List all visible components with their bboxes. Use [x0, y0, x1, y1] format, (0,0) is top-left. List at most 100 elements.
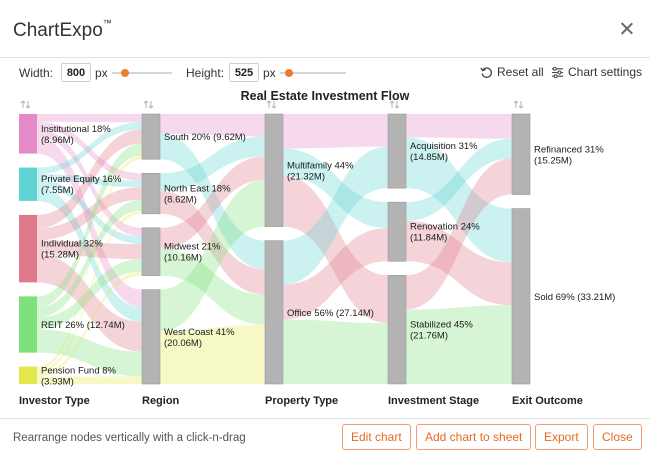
flow-link-individual-westcoast[interactable]	[37, 254, 142, 352]
flow-link-midwest-office[interactable]	[160, 248, 265, 325]
column-label-2: Property Type	[265, 395, 338, 407]
width-slider-handle[interactable]	[121, 69, 129, 77]
node-label-individual: Individual 32%	[41, 239, 103, 250]
size-controls: Width: px Height: px Reset all Chart set…	[0, 60, 650, 86]
node-multifamily[interactable]	[264, 113, 284, 227]
flow-link-reit-northeast[interactable]	[37, 199, 142, 318]
flow-link-institutional-westcoast[interactable]	[37, 137, 142, 308]
node-northeast[interactable]	[141, 172, 161, 215]
node-stabilized[interactable]	[387, 274, 407, 385]
dialog-footer: Rearrange nodes vertically with a click-…	[0, 418, 650, 475]
flow-link-office-renovation[interactable]	[283, 228, 388, 320]
node-private[interactable]	[19, 167, 37, 201]
node-label-institutional: Institutional 18%	[41, 124, 111, 135]
height-slider[interactable]	[280, 69, 346, 77]
height-slider-handle[interactable]	[285, 69, 293, 77]
node-label-stabilized: Stabilized 45%	[410, 320, 473, 331]
flow-link-multifamily-stabilized[interactable]	[283, 176, 388, 324]
flow-link-private-south[interactable]	[37, 122, 142, 175]
flow-link-institutional-south[interactable]	[37, 114, 142, 123]
flow-link-acquisition-sold[interactable]	[406, 137, 512, 263]
node-label-westcoast: (20.06M)	[164, 338, 202, 349]
flow-link-pension-midwest[interactable]	[37, 271, 142, 377]
flow-link-northeast-office[interactable]	[160, 191, 265, 295]
node-sold[interactable]	[511, 208, 531, 385]
flow-link-reit-south[interactable]	[37, 143, 142, 308]
node-label-westcoast: West Coast 41%	[164, 327, 235, 338]
node-label-south: South 20% (9.62M)	[164, 132, 246, 143]
sort-icon-3[interactable]	[389, 100, 400, 109]
node-label-renovation: Renovation 24%	[410, 222, 480, 233]
flow-link-south-office[interactable]	[160, 133, 265, 270]
reset-all-button[interactable]: Reset all	[480, 65, 544, 79]
node-label-reit: REIT 26% (12.74M)	[41, 320, 125, 331]
column-label-1: Region	[142, 395, 180, 407]
node-south[interactable]	[141, 113, 161, 160]
chart-settings-button[interactable]: Chart settings	[551, 65, 642, 79]
flow-link-individual-south[interactable]	[37, 129, 142, 229]
flow-link-private-midwest[interactable]	[37, 180, 142, 245]
node-midwest[interactable]	[141, 227, 161, 276]
flow-link-south-multifamily[interactable]	[160, 114, 265, 137]
node-individual[interactable]	[19, 214, 37, 283]
node-renovation[interactable]	[387, 201, 407, 262]
node-label-sold: Sold 69% (33.21M)	[534, 292, 615, 303]
flow-link-pension-south[interactable]	[37, 155, 142, 371]
node-westcoast[interactable]	[141, 289, 161, 385]
flow-link-midwest-multifamily[interactable]	[160, 156, 265, 249]
flow-link-office-acquisition[interactable]	[283, 146, 388, 285]
node-institutional[interactable]	[19, 114, 37, 154]
node-label-acquisition: Acquisition 31%	[410, 141, 478, 152]
flow-link-institutional-northeast[interactable]	[37, 121, 142, 181]
width-slider[interactable]	[112, 69, 172, 77]
node-reit[interactable]	[19, 296, 37, 353]
node-label-pension: Pension Fund 8%	[41, 365, 117, 376]
flow-link-multifamily-renovation[interactable]	[283, 148, 388, 229]
sort-icon-2[interactable]	[266, 100, 277, 109]
flow-link-stabilized-sold[interactable]	[406, 305, 512, 384]
flow-link-acquisition-refinanced[interactable]	[406, 114, 512, 139]
flow-link-reit-westcoast[interactable]	[37, 329, 142, 377]
node-label-acquisition: (14.85M)	[410, 152, 448, 163]
node-acquisition[interactable]	[387, 113, 407, 189]
flow-link-individual-midwest[interactable]	[37, 240, 142, 260]
chart-settings-label: Chart settings	[568, 65, 643, 79]
add-chart-to-sheet-button[interactable]: Add chart to sheet	[416, 424, 532, 450]
node-label-pension: (3.93M)	[41, 376, 74, 387]
export-button[interactable]: Export	[535, 424, 588, 450]
flow-link-private-northeast[interactable]	[37, 174, 142, 188]
sort-icon-1[interactable]	[143, 100, 154, 109]
sankey-chart: Institutional 18%(8.96M) Private Equity 1…	[19, 100, 615, 407]
edit-chart-button[interactable]: Edit chart	[342, 424, 411, 450]
close-button[interactable]: Close	[593, 424, 642, 450]
chart-area: Real Estate Investment Flow Institutiona…	[0, 86, 650, 416]
flow-link-pension-northeast[interactable]	[37, 210, 142, 374]
trademark-mark: ™	[102, 18, 112, 28]
flow-link-renovation-sold[interactable]	[406, 220, 512, 306]
sort-icon-4[interactable]	[513, 100, 524, 109]
flow-link-northeast-multifamily[interactable]	[160, 136, 265, 192]
node-refinanced[interactable]	[511, 113, 531, 195]
height-input[interactable]	[229, 63, 259, 82]
close-icon[interactable]	[620, 22, 634, 36]
node-pension[interactable]	[19, 366, 37, 384]
flow-link-private-westcoast[interactable]	[37, 187, 142, 322]
width-input[interactable]	[61, 63, 91, 82]
flow-link-reit-midwest[interactable]	[37, 259, 142, 330]
flow-link-westcoast-office[interactable]	[160, 324, 265, 384]
flow-link-stabilized-refinanced[interactable]	[406, 158, 512, 310]
reset-icon	[480, 66, 492, 78]
app-title: ChartExpo™	[13, 18, 112, 41]
flow-link-multifamily-acquisition[interactable]	[283, 114, 388, 149]
flow-link-individual-northeast[interactable]	[37, 187, 142, 241]
flow-link-renovation-refinanced[interactable]	[406, 138, 512, 221]
flow-link-pension-westcoast[interactable]	[37, 376, 142, 384]
chart-title: Real Estate Investment Flow	[240, 89, 410, 103]
flow-link-institutional-midwest[interactable]	[37, 128, 142, 237]
node-office[interactable]	[264, 240, 284, 385]
reset-all-label: Reset all	[497, 65, 544, 79]
node-label-office: Office 56% (27.14M)	[287, 308, 374, 319]
sort-icon-0[interactable]	[20, 100, 31, 109]
flow-link-westcoast-multifamily[interactable]	[160, 180, 265, 332]
flow-link-office-stabilized[interactable]	[283, 319, 388, 384]
